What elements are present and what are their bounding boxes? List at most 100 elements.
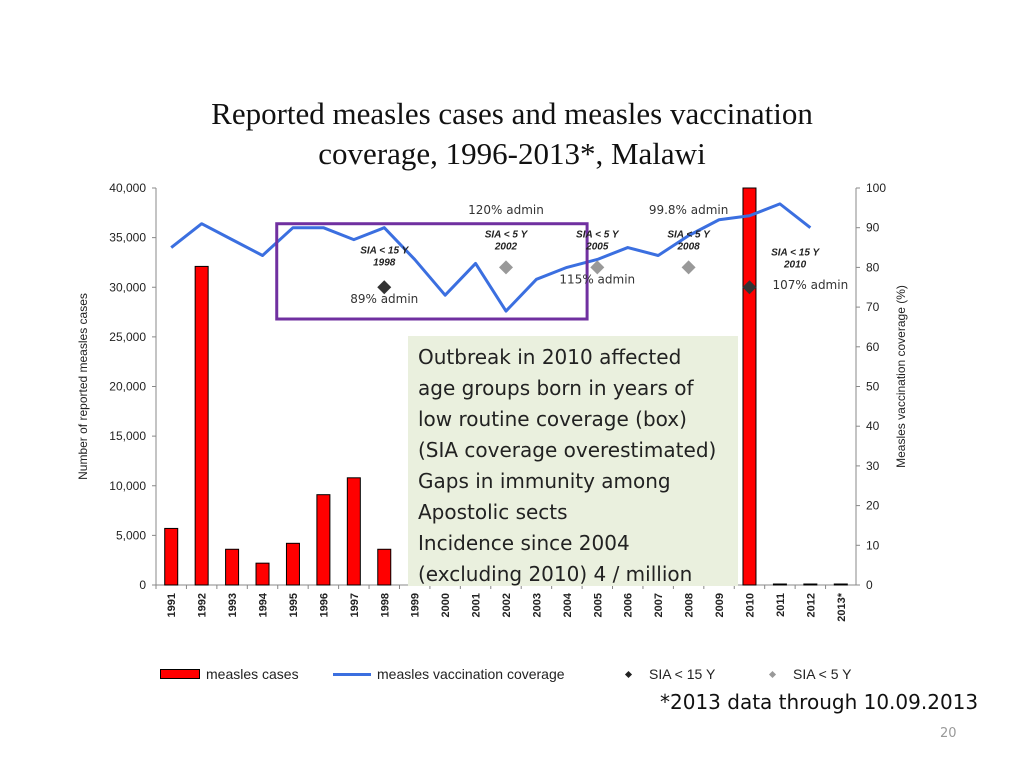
legend-label: SIA < 15 Y [649, 666, 716, 682]
callout-line: Outbreak in 2010 affected [418, 345, 682, 369]
right-tick-label: 0 [866, 578, 873, 592]
left-tick-label: 20,000 [109, 380, 146, 394]
x-tick-label: 1994 [258, 592, 270, 617]
left-tick-label: 15,000 [109, 429, 146, 443]
x-tick-label: 2005 [592, 593, 604, 617]
x-tick-label: 2013* [836, 592, 848, 621]
x-tick-label: 1991 [166, 593, 178, 617]
right-tick-label: 80 [866, 260, 880, 274]
x-tick-label: 2000 [440, 593, 452, 617]
chart-title-line-2: coverage, 1996-2013*, Malawi [318, 136, 706, 171]
bar-measles-cases [803, 583, 818, 586]
x-tick-label: 1992 [197, 593, 209, 617]
bar-measles-cases [285, 542, 300, 586]
bar-measles-cases [194, 265, 209, 586]
callout-line: low routine coverage (box) [418, 407, 687, 431]
bar-measles-cases [164, 527, 179, 586]
x-tick-label: 1997 [349, 593, 361, 617]
x-tick-label: 2011 [775, 593, 787, 617]
x-tick-label: 2002 [501, 593, 513, 617]
x-tick-label: 2006 [623, 593, 635, 617]
right-tick-label: 50 [866, 380, 880, 394]
bar-measles-cases [772, 583, 787, 586]
admin-coverage-annotation: 99.8% admin [649, 203, 729, 217]
sia-label-line2: 2002 [494, 242, 518, 253]
y-axis-title: Number of reported measles cases [76, 293, 90, 480]
right-tick-label: 20 [866, 499, 880, 513]
x-tick-label: 1995 [288, 593, 300, 617]
left-tick-label: 30,000 [109, 280, 146, 294]
sia-label-line2: 2008 [676, 242, 700, 253]
marker-sia-15y [377, 280, 392, 295]
right-tick-label: 40 [866, 419, 880, 433]
x-tick-label: 2010 [744, 593, 756, 617]
bar-measles-cases [833, 583, 848, 586]
x-tick-label: 2001 [471, 593, 483, 617]
admin-coverage-annotation: 89% admin [350, 292, 418, 306]
x-tick-label: 2004 [562, 592, 574, 617]
bar-measles-cases [742, 187, 757, 586]
x-tick-label: 2007 [653, 593, 665, 617]
x-tick-label: 1999 [410, 593, 422, 617]
line-vaccination-coverage [170, 202, 812, 313]
marker-sia-5y [590, 260, 605, 275]
legend-item-vaccination-coverage: measles vaccination coverage [333, 666, 565, 682]
x-tick-label: 1998 [379, 593, 391, 617]
left-tick-label: 5,000 [116, 528, 146, 542]
callout-line: Gaps in immunity among [418, 469, 671, 493]
legend-item-sia-15y: SIA < 15 Y [614, 666, 715, 682]
left-tick-label: 10,000 [109, 479, 146, 493]
x-tick-label: 2009 [714, 593, 726, 617]
chart-title: Reported measles cases and measles vacci… [150, 94, 874, 174]
legend-swatch-bar [160, 669, 200, 679]
right-tick-label: 60 [866, 340, 880, 354]
right-tick-label: 100 [866, 181, 886, 195]
legend-label: measles vaccination coverage [377, 666, 565, 682]
x-tick-label: 1993 [227, 593, 239, 617]
y2-axis-title: Measles vaccination coverage (%) [894, 285, 908, 468]
legend-swatch-diamond-dark [624, 670, 633, 678]
left-tick-label: 0 [139, 578, 146, 592]
bar-measles-cases [255, 562, 270, 586]
marker-sia-5y [681, 260, 696, 275]
callout-line: (excluding 2010) 4 / million [418, 562, 693, 586]
admin-coverage-annotation: 115% admin [559, 272, 635, 286]
sia-label-line2: 2005 [585, 242, 609, 253]
admin-coverage-annotation: 120% admin [468, 203, 544, 217]
x-tick-label: 2012 [805, 593, 817, 617]
left-tick-label: 35,000 [109, 231, 146, 245]
callout-line: (SIA coverage overestimated) [418, 438, 717, 462]
right-tick-label: 90 [866, 221, 880, 235]
admin-coverage-annotation: 107% admin [772, 278, 848, 292]
legend-item-sia-5y: SIA < 5 Y [758, 666, 852, 682]
outbreak-callout: Outbreak in 2010 affected age groups bor… [408, 336, 738, 586]
x-tick-label: 2003 [531, 593, 543, 617]
left-tick-label: 25,000 [109, 330, 146, 344]
callout-line: Apostolic sects [418, 500, 568, 524]
bar-measles-cases [316, 494, 331, 586]
x-tick-label: 2008 [684, 593, 696, 617]
sia-label-line1: SIA < 15 Y [360, 246, 409, 257]
right-tick-label: 70 [866, 300, 880, 314]
bar-measles-cases [346, 477, 361, 586]
right-tick-label: 10 [866, 538, 880, 552]
x-tick-label: 1996 [318, 593, 330, 617]
sia-label-line1: SIA < 5 Y [667, 230, 711, 241]
footnote: *2013 data through 10.09.2013 [660, 690, 979, 714]
legend-swatch-diamond-grey [768, 670, 777, 678]
chart-title-line-1: Reported measles cases and measles vacci… [211, 96, 813, 131]
marker-sia-5y [499, 260, 513, 275]
page-number: 20 [940, 726, 957, 741]
sia-label-line2: 1998 [373, 258, 396, 269]
legend-swatch-line [333, 672, 371, 676]
chart-legend: measles cases measles vaccination covera… [160, 666, 880, 686]
callout-line: age groups born in years of [418, 376, 694, 400]
legend-item-measles-cases: measles cases [160, 666, 299, 682]
callout-line: Incidence since 2004 [418, 531, 630, 555]
low-coverage-highlight-box [275, 222, 589, 321]
sia-label-line2: 2010 [783, 259, 807, 270]
sia-label-line1: SIA < 5 Y [485, 230, 529, 241]
legend-label: SIA < 5 Y [793, 666, 852, 682]
right-tick-label: 30 [866, 459, 880, 473]
